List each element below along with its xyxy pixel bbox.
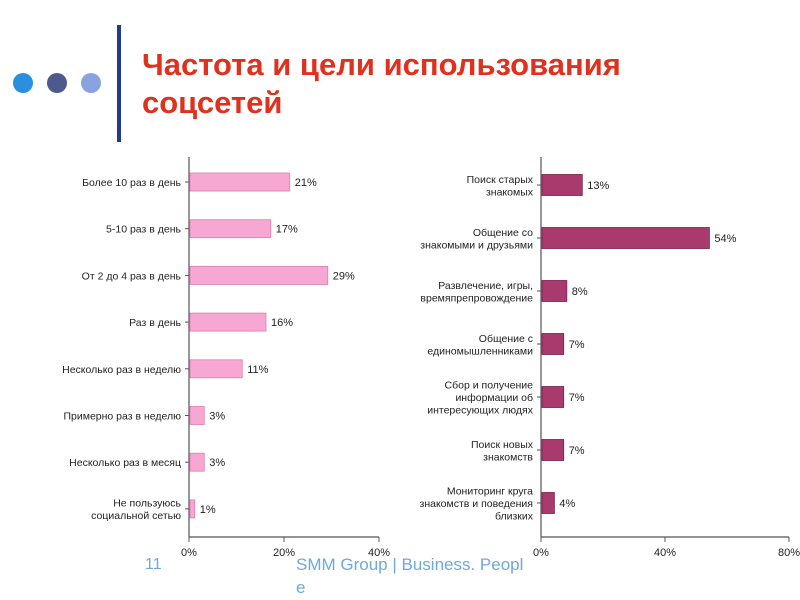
bar <box>189 406 205 425</box>
category-label: Поиск старых знакомых <box>467 174 534 199</box>
bar-value-label: 8% <box>572 286 588 298</box>
category-label-line: Примерно раз в неделю <box>63 411 181 423</box>
category-label-line: Развлечение, игры, <box>438 280 533 292</box>
bar <box>189 452 205 472</box>
slide-title-line-1: Частота и цели использования <box>142 47 621 82</box>
category-label-line: От 2 до 4 раз в день <box>82 270 182 282</box>
bar-value-label: 7% <box>569 392 585 404</box>
category-label-line: информации об <box>455 392 533 404</box>
bar <box>189 499 196 519</box>
page-number: 11 <box>145 556 162 573</box>
bar <box>189 359 243 379</box>
bar <box>189 265 329 285</box>
bar <box>541 174 583 196</box>
bar <box>541 333 565 355</box>
category-label: Общение с единомышленниками <box>427 333 533 358</box>
category-label-line: Поиск старых <box>467 174 534 186</box>
category-label-line: единомышленниками <box>427 345 533 357</box>
bar <box>541 280 568 302</box>
category-label-line: Общение со <box>473 227 533 239</box>
category-label-line: Несколько раз в неделю <box>62 364 181 376</box>
x-tick-label: 80% <box>778 547 800 559</box>
slide-title-line-2: соцсетей <box>142 85 283 120</box>
category-label-line: интересующих людях <box>427 405 534 417</box>
bar-value-label: 16% <box>271 317 293 329</box>
category-label: Поиск новых знакомств <box>471 439 534 464</box>
category-label-line: знакомых <box>486 186 534 198</box>
chart-2: 0% 40% 80% 13% Поиск старых знакомых 54% Общени… <box>420 157 800 559</box>
dot-1 <box>13 73 33 93</box>
category-label-line: знакомств и поведения <box>420 498 533 510</box>
dot-3 <box>81 73 101 93</box>
category-label-line: Не пользуюсь <box>113 498 181 510</box>
category-label: Развлечение, игры, времяпрепровождение <box>420 280 533 305</box>
bar-value-label: 7% <box>569 445 585 457</box>
category-label: Несколько раз в месяц <box>69 457 181 469</box>
accent-bar <box>117 25 121 142</box>
category-label: Общение со знакомыми и друзьями <box>420 227 533 252</box>
bar-value-label: 7% <box>569 339 585 351</box>
category-label: Примерно раз в неделю <box>63 411 181 423</box>
category-label-line: времяпрепровождение <box>420 292 533 304</box>
chart-1: 0% 20% 40% 21% Более 10 раз в день 17% 5-10 ра… <box>62 157 390 559</box>
category-label: Несколько раз в неделю <box>62 364 181 376</box>
category-label-line: Сбор и получение <box>445 380 534 392</box>
category-label: Мониторинг круга знакомств и поведения бли… <box>420 486 534 523</box>
category-label: От 2 до 4 раз в день <box>82 270 182 282</box>
bar-value-label: 17% <box>276 224 298 236</box>
bar-value-label: 29% <box>333 270 355 282</box>
category-label: Не пользуюсь социальной сетью <box>91 498 181 523</box>
category-label-line: Мониторинг круга <box>447 486 533 498</box>
category-label-line: Более 10 раз в день <box>82 177 181 189</box>
footer-text: SMM Group | Business. People <box>296 555 524 597</box>
bar-value-label: 1% <box>200 504 216 516</box>
category-label-line: знакомыми и друзьями <box>420 239 533 251</box>
x-tick-label: 40% <box>654 547 676 559</box>
x-tick-label: 0% <box>181 547 197 559</box>
category-label-line: Раз в день <box>129 317 181 329</box>
bar <box>541 439 565 461</box>
dot-2 <box>47 73 67 93</box>
bar-value-label: 3% <box>209 411 225 423</box>
x-tick-label: 40% <box>368 547 390 559</box>
category-label-line: знакомств <box>483 451 533 463</box>
bar <box>541 386 565 408</box>
category-label-line: социальной сетью <box>91 510 181 522</box>
bar <box>189 172 291 192</box>
bar <box>541 492 555 514</box>
category-label: 5-10 раз в день <box>106 224 181 236</box>
bar-value-label: 3% <box>209 457 225 469</box>
decorative-dots <box>13 73 101 93</box>
x-tick-label: 0% <box>533 547 549 559</box>
bar <box>541 227 710 249</box>
category-label-line: Поиск новых <box>471 439 534 451</box>
category-label-line: Несколько раз в месяц <box>69 457 181 469</box>
category-label: Раз в день <box>129 317 181 329</box>
bar-value-label: 21% <box>295 177 317 189</box>
category-label-line: 5-10 раз в день <box>106 224 181 236</box>
bar-value-label: 54% <box>714 233 736 245</box>
bar <box>189 219 272 239</box>
bar-value-label: 4% <box>559 498 575 510</box>
bar <box>189 312 267 332</box>
category-label: Более 10 раз в день <box>82 177 181 189</box>
bar-value-label: 11% <box>247 364 268 376</box>
category-label: Сбор и получение информации об интересующи… <box>427 380 534 417</box>
category-label-line: Общение с <box>479 333 533 345</box>
category-label-line: близких <box>495 511 534 523</box>
x-tick-label: 20% <box>273 547 295 559</box>
bar-value-label: 13% <box>587 180 609 192</box>
slide-title: Частота и цели использования соцсетей <box>142 46 762 122</box>
